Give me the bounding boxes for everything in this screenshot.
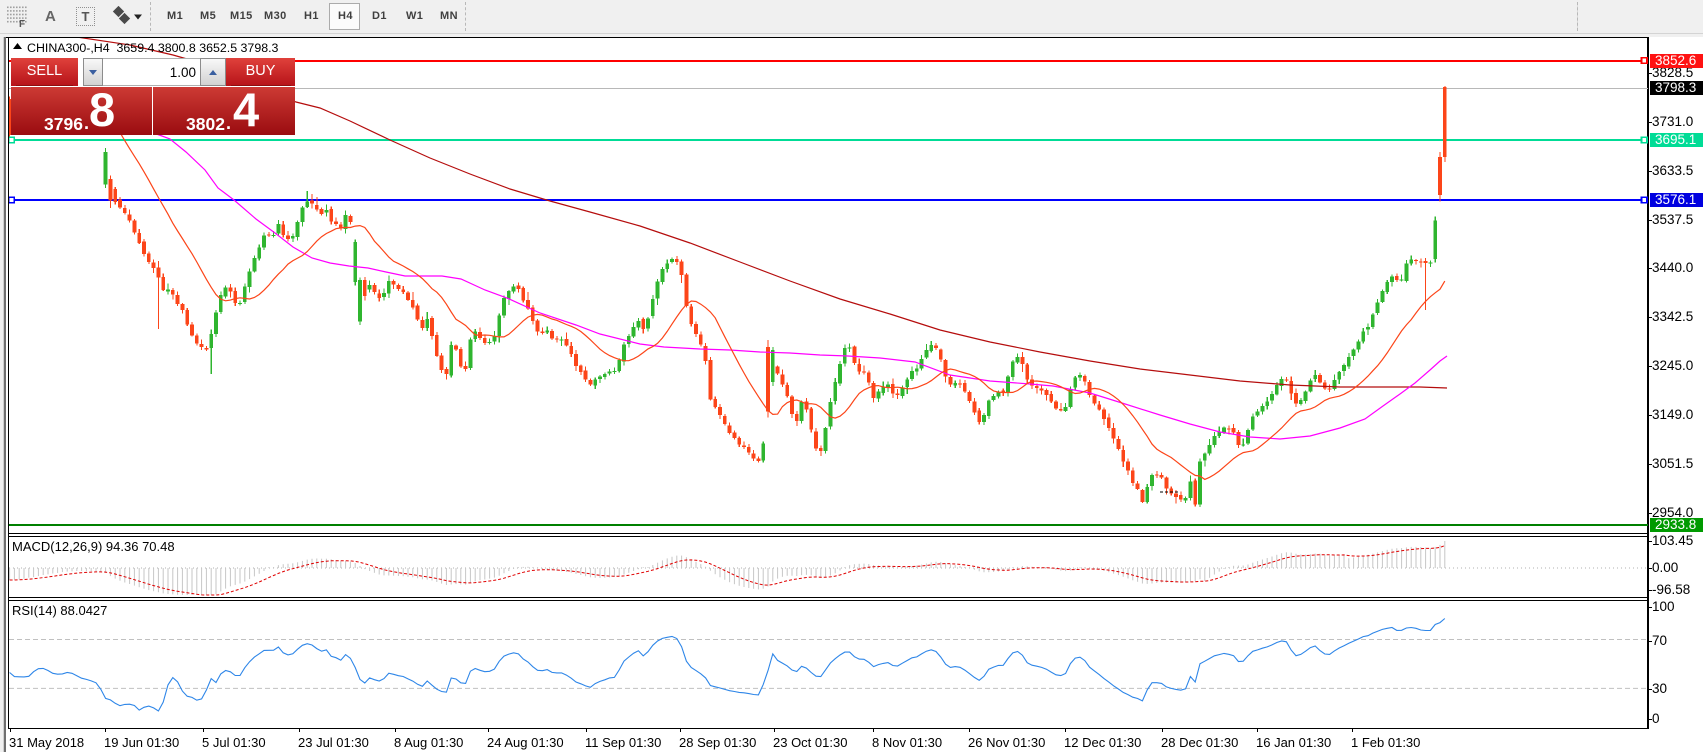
svg-text:F: F [19,19,25,27]
